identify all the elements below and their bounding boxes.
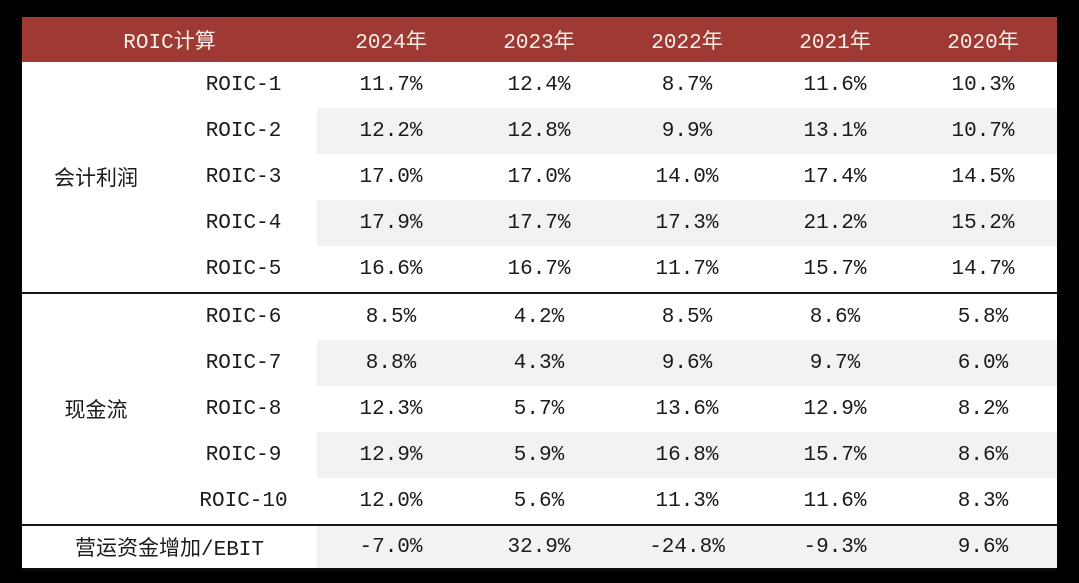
footer-value-cell: 9.6% bbox=[909, 524, 1058, 571]
value-cell: 17.3% bbox=[613, 200, 762, 246]
year-header-2022: 2022年 bbox=[613, 17, 762, 62]
row-label: ROIC-10 bbox=[170, 478, 318, 525]
year-header-2024: 2024年 bbox=[317, 17, 466, 62]
table-row-roic-1: 会计利润 ROIC-1 11.7% 12.4% 8.7% 11.6% 10.3% bbox=[22, 62, 1058, 293]
row-label: ROIC-7 bbox=[170, 340, 318, 386]
year-header-2020: 2020年 bbox=[909, 17, 1058, 62]
value-cell: 8.5% bbox=[613, 292, 762, 340]
value-cell: 9.6% bbox=[613, 340, 762, 386]
value-cell: 10.3% bbox=[909, 62, 1058, 108]
value-cell: 17.0% bbox=[317, 154, 466, 200]
value-cell: 9.9% bbox=[613, 108, 762, 154]
value-cell: 11.6% bbox=[761, 62, 910, 108]
table-row-roic-10: ROIC-10 12.0% 5.6% 11.3% 11.6% 8.3% bbox=[22, 478, 1058, 525]
value-cell: 5.8% bbox=[909, 292, 1058, 340]
value-cell: 21.2% bbox=[761, 200, 910, 246]
value-cell: 14.5% bbox=[909, 154, 1058, 200]
value-cell: 8.6% bbox=[761, 292, 910, 340]
row-label: ROIC-5 bbox=[170, 246, 318, 293]
value-cell: 12.9% bbox=[317, 432, 466, 478]
table-title: ROIC计算 bbox=[22, 17, 318, 62]
value-cell: 5.6% bbox=[465, 478, 614, 525]
group-label-accounting-profit: 会计利润 bbox=[22, 62, 170, 293]
table-row-roic-9: ROIC-9 12.9% 5.9% 16.8% 15.7% 8.6% bbox=[22, 432, 1058, 478]
row-label: ROIC-8 bbox=[170, 386, 318, 432]
value-cell: 11.7% bbox=[613, 246, 762, 293]
roic-table: ROIC计算 2024年 2023年 2022年 2021年 2020年 会计利… bbox=[22, 17, 1058, 571]
header-row: ROIC计算 2024年 2023年 2022年 2021年 2020年 bbox=[22, 17, 1058, 62]
value-cell: 4.2% bbox=[465, 292, 614, 340]
value-cell: 12.3% bbox=[317, 386, 466, 432]
value-cell: 17.4% bbox=[761, 154, 910, 200]
row-label: ROIC-2 bbox=[170, 108, 318, 154]
value-cell: 13.6% bbox=[613, 386, 762, 432]
value-cell: 11.6% bbox=[761, 478, 910, 525]
value-cell: 8.5% bbox=[317, 292, 466, 340]
roic-table-card: ROIC计算 2024年 2023年 2022年 2021年 2020年 会计利… bbox=[22, 17, 1058, 571]
table-row-working-capital-ebit: 营运资金增加/EBIT -7.0% 32.9% -24.8% -9.3% 9.6… bbox=[22, 524, 1058, 571]
value-cell: 13.1% bbox=[761, 108, 910, 154]
footer-value-cell: -7.0% bbox=[317, 524, 466, 571]
table-row-roic-3: ROIC-3 17.0% 17.0% 14.0% 17.4% 14.5% bbox=[22, 154, 1058, 200]
value-cell: 12.4% bbox=[465, 62, 614, 108]
table-row-roic-8: ROIC-8 12.3% 5.7% 13.6% 12.9% 8.2% bbox=[22, 386, 1058, 432]
table-row-roic-2: ROIC-2 12.2% 12.8% 9.9% 13.1% 10.7% bbox=[22, 108, 1058, 154]
value-cell: 5.9% bbox=[465, 432, 614, 478]
value-cell: 14.0% bbox=[613, 154, 762, 200]
footer-value-cell: -24.8% bbox=[613, 524, 762, 571]
value-cell: 4.3% bbox=[465, 340, 614, 386]
value-cell: 8.8% bbox=[317, 340, 466, 386]
value-cell: 5.7% bbox=[465, 386, 614, 432]
value-cell: 11.3% bbox=[613, 478, 762, 525]
table-row-roic-4: ROIC-4 17.9% 17.7% 17.3% 21.2% 15.2% bbox=[22, 200, 1058, 246]
row-label: ROIC-3 bbox=[170, 154, 318, 200]
table-row-roic-6: 现金流 ROIC-6 8.5% 4.2% 8.5% 8.6% 5.8% bbox=[22, 292, 1058, 525]
value-cell: 15.2% bbox=[909, 200, 1058, 246]
value-cell: 17.0% bbox=[465, 154, 614, 200]
table-row-roic-7: ROIC-7 8.8% 4.3% 9.6% 9.7% 6.0% bbox=[22, 340, 1058, 386]
value-cell: 12.0% bbox=[317, 478, 466, 525]
row-label: ROIC-6 bbox=[170, 292, 318, 340]
row-label: ROIC-9 bbox=[170, 432, 318, 478]
value-cell: 12.8% bbox=[465, 108, 614, 154]
value-cell: 10.7% bbox=[909, 108, 1058, 154]
value-cell: 8.7% bbox=[613, 62, 762, 108]
value-cell: 16.6% bbox=[317, 246, 466, 293]
year-header-2021: 2021年 bbox=[761, 17, 910, 62]
value-cell: 16.7% bbox=[465, 246, 614, 293]
row-label: ROIC-4 bbox=[170, 200, 318, 246]
value-cell: 9.7% bbox=[761, 340, 910, 386]
value-cell: 8.3% bbox=[909, 478, 1058, 525]
footer-value-cell: 32.9% bbox=[465, 524, 614, 571]
value-cell: 12.2% bbox=[317, 108, 466, 154]
value-cell: 8.2% bbox=[909, 386, 1058, 432]
value-cell: 17.9% bbox=[317, 200, 466, 246]
value-cell: 15.7% bbox=[761, 246, 910, 293]
row-label: ROIC-1 bbox=[170, 62, 318, 108]
footer-label: 营运资金增加/EBIT bbox=[22, 524, 318, 571]
value-cell: 6.0% bbox=[909, 340, 1058, 386]
value-cell: 12.9% bbox=[761, 386, 910, 432]
value-cell: 8.6% bbox=[909, 432, 1058, 478]
value-cell: 14.7% bbox=[909, 246, 1058, 293]
value-cell: 17.7% bbox=[465, 200, 614, 246]
value-cell: 15.7% bbox=[761, 432, 910, 478]
value-cell: 11.7% bbox=[317, 62, 466, 108]
group-label-cash-flow: 现金流 bbox=[22, 292, 170, 525]
value-cell: 16.8% bbox=[613, 432, 762, 478]
year-header-2023: 2023年 bbox=[465, 17, 614, 62]
table-row-roic-5: ROIC-5 16.6% 16.7% 11.7% 15.7% 14.7% bbox=[22, 246, 1058, 293]
footer-value-cell: -9.3% bbox=[761, 524, 910, 571]
